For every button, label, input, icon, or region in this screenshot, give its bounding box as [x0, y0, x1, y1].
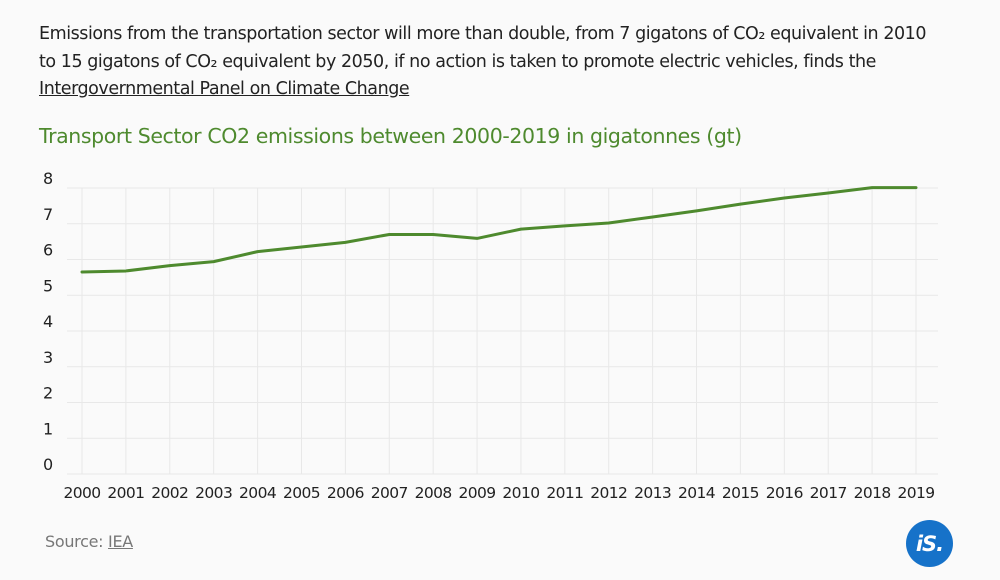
data-point-2019[interactable] [912, 184, 920, 192]
x-tick-label: 2003 [195, 484, 232, 502]
x-tick-label: 2017 [810, 484, 847, 502]
data-point-2004[interactable] [254, 248, 262, 256]
data-point-2002[interactable] [166, 262, 174, 270]
grid-lines [67, 187, 938, 475]
data-point-2016[interactable] [780, 194, 788, 202]
y-tick-label: 5 [43, 276, 53, 295]
x-tick-label: 2012 [590, 484, 627, 502]
x-tick-label: 2005 [283, 484, 320, 502]
data-point-2006[interactable] [341, 238, 349, 246]
brand-logo[interactable]: iS. [906, 520, 953, 567]
x-tick-label: 2016 [766, 484, 803, 502]
chart-title: Transport Sector CO2 emissions between 2… [39, 124, 742, 148]
x-tick-label: 2013 [634, 484, 671, 502]
y-tick-label: 4 [43, 312, 53, 331]
y-tick-label: 6 [43, 241, 53, 260]
data-point-2009[interactable] [473, 234, 481, 242]
data-point-2010[interactable] [517, 225, 525, 233]
y-tick-label: 8 [43, 169, 53, 188]
data-point-2008[interactable] [429, 230, 437, 238]
y-tick-label: 0 [43, 455, 53, 474]
x-axis-ticks: 2000 2001 2002 2003 2004 2005 2006 2007 2008 2009… [63, 484, 935, 502]
source-label: Source: [45, 532, 109, 551]
data-point-2001[interactable] [122, 267, 130, 275]
source-note: Source: IEA [45, 532, 133, 551]
x-tick-label: 2014 [678, 484, 715, 502]
y-tick-label: 2 [43, 384, 53, 403]
x-tick-label: 2018 [854, 484, 891, 502]
data-point-2000[interactable] [78, 268, 86, 276]
brand-logo-text: iS. [915, 531, 944, 556]
x-tick-label: 2008 [415, 484, 452, 502]
x-tick-label: 2009 [459, 484, 496, 502]
x-tick-label: 2010 [502, 484, 539, 502]
data-point-2015[interactable] [736, 200, 744, 208]
data-point-2017[interactable] [824, 189, 832, 197]
intro-text: Emissions from the transportation sector… [39, 24, 927, 72]
x-tick-label: 2004 [239, 484, 276, 502]
ipcc-link[interactable]: Intergovernmental Panel on Climate Chang… [39, 79, 410, 99]
y-tick-label: 1 [43, 419, 53, 438]
series-group [78, 184, 920, 276]
y-tick-label: 3 [43, 348, 53, 367]
data-point-2011[interactable] [561, 222, 569, 230]
x-tick-label: 2000 [63, 484, 100, 502]
data-point-2013[interactable] [649, 213, 657, 221]
x-tick-label: 2011 [546, 484, 583, 502]
x-tick-label: 2015 [722, 484, 759, 502]
y-axis-ticks: 0 1 2 3 4 5 6 7 8 [43, 169, 53, 474]
y-tick-label: 7 [43, 205, 53, 224]
data-point-2012[interactable] [605, 219, 613, 227]
x-tick-label: 2001 [107, 484, 144, 502]
data-point-2005[interactable] [297, 243, 305, 251]
x-tick-label: 2002 [151, 484, 188, 502]
x-tick-label: 2006 [327, 484, 364, 502]
x-tick-label: 2007 [371, 484, 408, 502]
series-line [80, 186, 918, 274]
intro-paragraph: Emissions from the transportation sector… [39, 21, 939, 104]
x-tick-label: 2019 [897, 484, 934, 502]
data-point-2014[interactable] [693, 207, 701, 215]
data-point-2018[interactable] [868, 184, 876, 192]
data-point-2007[interactable] [385, 230, 393, 238]
source-link[interactable]: IEA [108, 532, 133, 551]
data-point-2003[interactable] [210, 258, 218, 266]
